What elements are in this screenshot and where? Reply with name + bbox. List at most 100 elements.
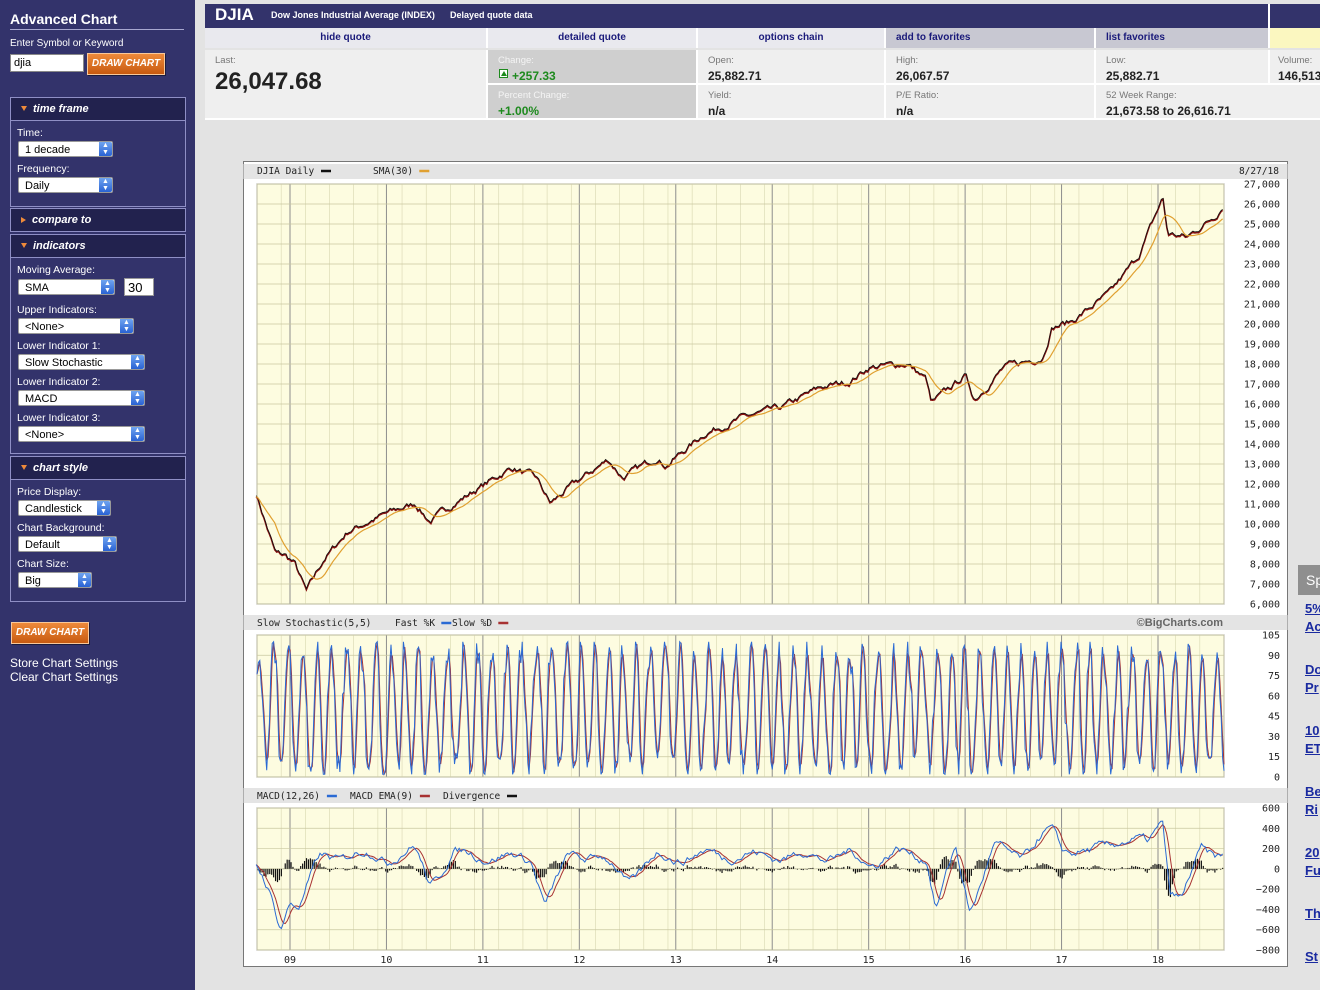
- price-display-value: Candlestick: [25, 503, 82, 515]
- time-select-value: 1 decade: [25, 144, 71, 156]
- sidebar: Advanced Chart Enter Symbol or Keyword D…: [0, 0, 195, 990]
- time-select[interactable]: 1 decade ▲ ▼: [18, 141, 113, 157]
- open-value: 25,882.71: [708, 69, 762, 83]
- promo-link[interactable]: Th: [1305, 906, 1320, 921]
- lower-indicator-1-select[interactable]: Slow Stochastic ▲ ▼: [18, 354, 145, 370]
- select-arrows-icon: ▲ ▼: [131, 391, 144, 405]
- promo-link[interactable]: Ri: [1305, 802, 1318, 817]
- time-frame-panel: time frame Time: 1 decade ▲ ▼ Frequency: D…: [10, 97, 186, 207]
- y-tick-label: 20,000: [1244, 320, 1280, 331]
- draw-chart-button-bottom[interactable]: DRAW CHART: [11, 622, 89, 644]
- moving-average-label: Moving Average:: [17, 264, 96, 276]
- legend-slow-d: Slow %D: [452, 618, 492, 629]
- symbol-input[interactable]: [10, 54, 84, 72]
- tab-list-favorites[interactable]: list favorites: [1096, 28, 1270, 48]
- select-arrows-icon: ▲ ▼: [78, 573, 91, 587]
- compare-to-header[interactable]: compare to: [11, 209, 185, 231]
- lower-indicator-2-select[interactable]: MACD ▲ ▼: [18, 390, 145, 406]
- sma-series-line: [255, 214, 1223, 580]
- pct-change-cell: Percent Change: +1.00%: [488, 85, 698, 120]
- promo-link[interactable]: St: [1305, 949, 1318, 964]
- y-tick-label: 16,000: [1244, 400, 1280, 411]
- range-cell: 52 Week Range: 21,673.58 to 26,616.71: [1096, 85, 1320, 120]
- promo-link[interactable]: Do: [1305, 662, 1320, 677]
- promo-link[interactable]: Pr: [1305, 680, 1319, 695]
- chart-background-label: Chart Background:: [17, 522, 105, 534]
- price-display-select[interactable]: Candlestick ▲ ▼: [18, 500, 111, 516]
- y-tick-label: 90: [1268, 651, 1280, 662]
- last-label: Last:: [215, 55, 236, 66]
- price-series-red: [255, 198, 1224, 592]
- y-tick-label: 105: [1262, 631, 1280, 642]
- compare-to-panel[interactable]: compare to: [10, 208, 186, 232]
- promo-link[interactable]: Ac: [1305, 619, 1320, 634]
- select-arrows-icon: ▲ ▼: [99, 142, 112, 156]
- tab-options-chain[interactable]: options chain: [698, 28, 886, 48]
- yield-cell: Yield: n/a: [698, 85, 886, 120]
- low-cell: Low: 25,882.71: [1096, 50, 1270, 85]
- select-arrows-icon: ▲ ▼: [120, 319, 133, 333]
- slow-d-series-line: [256, 642, 1225, 776]
- frequency-select[interactable]: Daily ▲ ▼: [18, 177, 113, 193]
- lower-indicator-2-label: Lower Indicator 2:: [17, 376, 101, 388]
- tab-hide-quote[interactable]: hide quote: [205, 28, 488, 48]
- quote-header-extension: [1268, 4, 1320, 28]
- y-tick-label: −400: [1256, 905, 1280, 916]
- lower-indicator-1-value: Slow Stochastic: [25, 357, 103, 369]
- y-tick-label: 75: [1268, 671, 1280, 682]
- chart-background-select[interactable]: Default ▲ ▼: [18, 536, 117, 552]
- moving-average-select[interactable]: SMA ▲ ▼: [18, 279, 115, 295]
- change-label: Change:: [498, 55, 534, 66]
- chart-style-header[interactable]: chart style: [11, 457, 185, 480]
- promo-link[interactable]: 20: [1305, 845, 1320, 860]
- y-tick-label: −200: [1256, 885, 1280, 896]
- upper-indicators-select[interactable]: <None> ▲ ▼: [18, 318, 134, 334]
- y-tick-label: 0: [1274, 864, 1280, 875]
- x-tick-label: 14: [766, 955, 778, 966]
- promo-link[interactable]: Fu: [1305, 863, 1320, 878]
- legend-fast-k: Fast %K: [395, 618, 435, 629]
- y-tick-label: −800: [1256, 946, 1280, 957]
- open-cell: Open: 25,882.71: [698, 50, 886, 85]
- select-arrows-icon: ▲ ▼: [103, 537, 116, 551]
- low-label: Low:: [1106, 55, 1127, 66]
- y-tick-label: 17,000: [1244, 380, 1280, 391]
- yield-label: Yield:: [708, 90, 732, 101]
- promo-link[interactable]: Be: [1305, 784, 1320, 799]
- upper-indicators-value: <None>: [25, 321, 65, 333]
- quote-header: DJIA Dow Jones Industrial Average (INDEX…: [205, 4, 1320, 28]
- draw-chart-button-top[interactable]: DRAW CHART: [87, 53, 165, 75]
- store-chart-settings-link[interactable]: Store Chart Settings: [10, 656, 119, 670]
- quote-symbol: DJIA: [215, 5, 254, 24]
- y-tick-label: 10,000: [1244, 520, 1280, 531]
- y-tick-label: 11,000: [1244, 500, 1280, 511]
- y-tick-label: 600: [1262, 804, 1280, 815]
- chart-size-select[interactable]: Big ▲ ▼: [18, 572, 92, 588]
- tab-add-to-favorites[interactable]: add to favorites: [886, 28, 1096, 48]
- upper-indicators-label: Upper Indicators:: [17, 304, 97, 316]
- y-tick-label: 23,000: [1244, 260, 1280, 271]
- y-tick-label: 26,000: [1244, 200, 1280, 211]
- pe-ratio-label: P/E Ratio:: [896, 90, 939, 101]
- promo-link[interactable]: ET: [1305, 741, 1320, 756]
- select-arrows-icon: ▲ ▼: [131, 427, 144, 441]
- clear-chart-settings-link[interactable]: Clear Chart Settings: [10, 670, 119, 684]
- chart-date-label: 8/27/18: [1239, 166, 1279, 177]
- price-series-line: [255, 197, 1223, 590]
- time-frame-header[interactable]: time frame: [11, 98, 185, 121]
- y-tick-label: 30: [1268, 732, 1280, 743]
- range-value: 21,673.58 to 26,616.71: [1106, 104, 1231, 118]
- promo-link[interactable]: 10: [1305, 723, 1320, 738]
- open-label: Open:: [708, 55, 734, 66]
- lower-indicator-3-select[interactable]: <None> ▲ ▼: [18, 426, 145, 442]
- y-tick-label: 8,000: [1250, 560, 1280, 571]
- y-tick-label: 15,000: [1244, 420, 1280, 431]
- moving-average-period-input[interactable]: 30: [124, 278, 154, 296]
- legend-sma: SMA(30): [373, 166, 413, 177]
- select-arrows-icon: ▲ ▼: [131, 355, 144, 369]
- tab-detailed-quote[interactable]: detailed quote: [488, 28, 698, 48]
- indicators-header[interactable]: indicators: [11, 235, 185, 258]
- y-tick-label: 27,000: [1244, 180, 1280, 191]
- chart-size-label: Chart Size:: [17, 558, 69, 570]
- promo-link[interactable]: 5%: [1305, 601, 1320, 616]
